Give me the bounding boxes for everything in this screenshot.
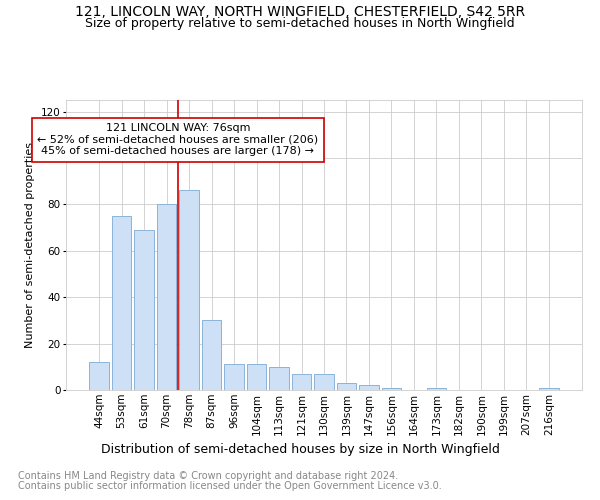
Bar — [89, 362, 109, 390]
Bar — [224, 364, 244, 390]
Bar — [539, 388, 559, 390]
Bar — [314, 374, 334, 390]
Bar — [337, 383, 356, 390]
Bar — [134, 230, 154, 390]
Text: 121 LINCOLN WAY: 76sqm
← 52% of semi-detached houses are smaller (206)
45% of se: 121 LINCOLN WAY: 76sqm ← 52% of semi-det… — [37, 123, 319, 156]
Bar — [247, 364, 266, 390]
Bar — [359, 386, 379, 390]
Bar — [269, 367, 289, 390]
Bar — [292, 374, 311, 390]
Text: Contains HM Land Registry data © Crown copyright and database right 2024.: Contains HM Land Registry data © Crown c… — [18, 471, 398, 481]
Bar — [179, 190, 199, 390]
Y-axis label: Number of semi-detached properties: Number of semi-detached properties — [25, 142, 35, 348]
Text: Contains public sector information licensed under the Open Government Licence v3: Contains public sector information licen… — [18, 481, 442, 491]
Text: Size of property relative to semi-detached houses in North Wingfield: Size of property relative to semi-detach… — [85, 18, 515, 30]
Bar — [427, 388, 446, 390]
Bar — [112, 216, 131, 390]
Bar — [382, 388, 401, 390]
Text: 121, LINCOLN WAY, NORTH WINGFIELD, CHESTERFIELD, S42 5RR: 121, LINCOLN WAY, NORTH WINGFIELD, CHEST… — [75, 5, 525, 19]
Bar — [157, 204, 176, 390]
Bar — [202, 320, 221, 390]
Text: Distribution of semi-detached houses by size in North Wingfield: Distribution of semi-detached houses by … — [101, 442, 499, 456]
